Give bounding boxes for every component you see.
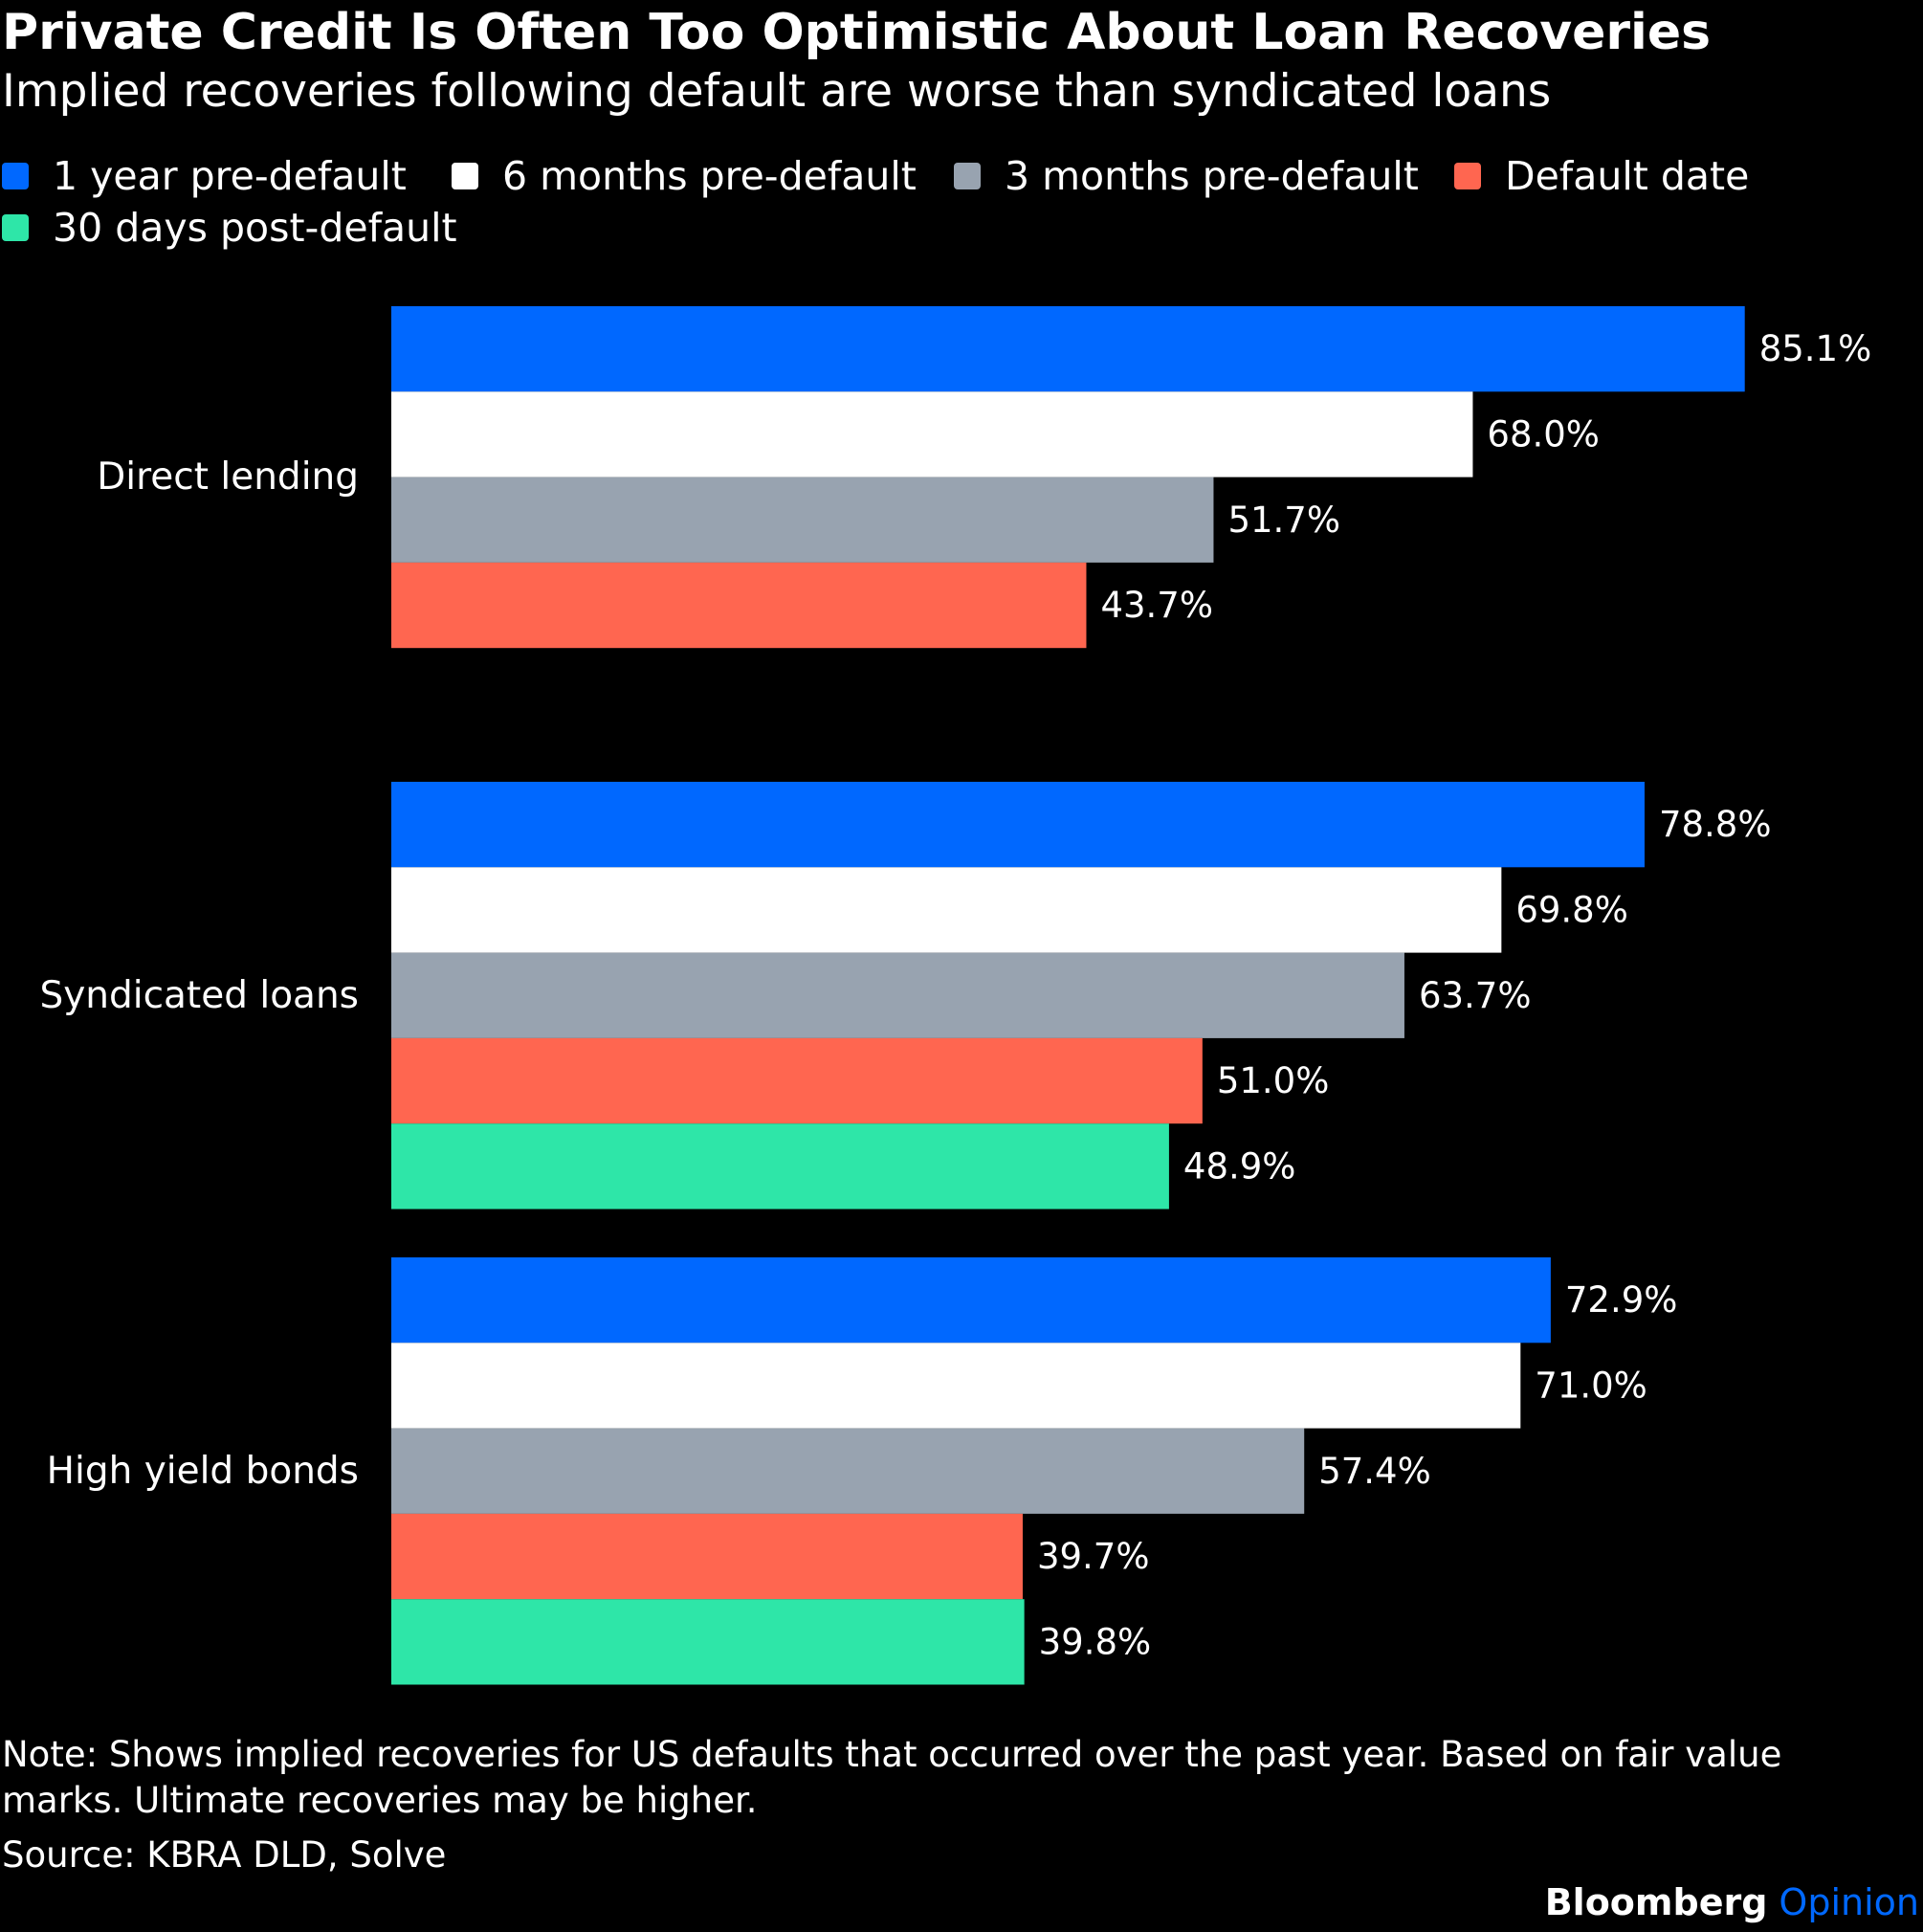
bar (391, 1513, 1023, 1600)
legend-swatch (452, 163, 478, 189)
legend-item: Default date (1454, 153, 1749, 199)
legend-swatch (1454, 163, 1481, 189)
brand-logo: Bloomberg Opinion (1545, 1878, 1919, 1926)
bar (391, 306, 1745, 392)
bar (391, 867, 1502, 953)
data-label: 71.0% (1535, 1365, 1647, 1406)
category-label: High yield bonds (47, 1450, 359, 1493)
data-label: 51.0% (1217, 1060, 1330, 1101)
bar (391, 1037, 1203, 1124)
data-label: 63.7% (1419, 975, 1532, 1016)
data-label: 43.7% (1100, 585, 1213, 626)
chart-source: Source: KBRA DLD, Solve (2, 1834, 447, 1876)
bar (391, 1599, 1025, 1685)
legend-swatch (2, 163, 29, 189)
data-label: 68.0% (1487, 413, 1600, 455)
data-label: 69.8% (1515, 889, 1628, 930)
legend-label: 6 months pre-default (502, 153, 917, 199)
bar (391, 782, 1645, 868)
chart-title: Private Credit Is Often Too Optimistic A… (2, 4, 1712, 61)
chart-note: Note: Shows implied recoveries for US de… (2, 1734, 1782, 1821)
data-label: 39.7% (1037, 1536, 1150, 1577)
data-label: 48.9% (1183, 1145, 1296, 1187)
legend-label: 1 year pre-default (53, 153, 407, 199)
bar (391, 477, 1214, 563)
category-label: Syndicated loans (39, 974, 359, 1017)
legend-item: 3 months pre-default (954, 153, 1419, 199)
legend-item: 1 year pre-default (2, 153, 407, 199)
bar (391, 952, 1404, 1038)
category-label: Direct lending (97, 455, 359, 499)
bar (391, 391, 1473, 477)
bar (391, 1257, 1551, 1344)
bar (391, 1428, 1305, 1514)
data-label: 51.7% (1227, 500, 1340, 541)
bar (391, 1123, 1169, 1210)
chart-subtitle: Implied recoveries following default are… (2, 65, 1552, 118)
legend-label: Default date (1505, 153, 1750, 199)
legend-label: 30 days post-default (53, 205, 457, 251)
brand-tag: Opinion (1779, 1881, 1919, 1923)
legend-item: 30 days post-default (2, 205, 457, 251)
brand-name: Bloomberg (1544, 1881, 1768, 1923)
data-label: 57.4% (1318, 1451, 1431, 1492)
chart-legend: 1 year pre-default 6 months pre-default 3 … (2, 153, 1820, 258)
bar (391, 1343, 1521, 1429)
legend-swatch (954, 163, 981, 189)
data-label: 72.9% (1565, 1279, 1678, 1321)
legend-item: 6 months pre-default (452, 153, 917, 199)
data-label: 39.8% (1039, 1621, 1152, 1662)
legend-label: 3 months pre-default (1005, 153, 1419, 199)
data-label: 85.1% (1759, 328, 1872, 369)
legend-swatch (2, 214, 29, 241)
bar-chart: 85.1% 68.0% 51.7% 43.7% Direct lending 78.8% 6… (39, 306, 1872, 1685)
bar (391, 562, 1087, 649)
data-label: 78.8% (1659, 804, 1772, 845)
